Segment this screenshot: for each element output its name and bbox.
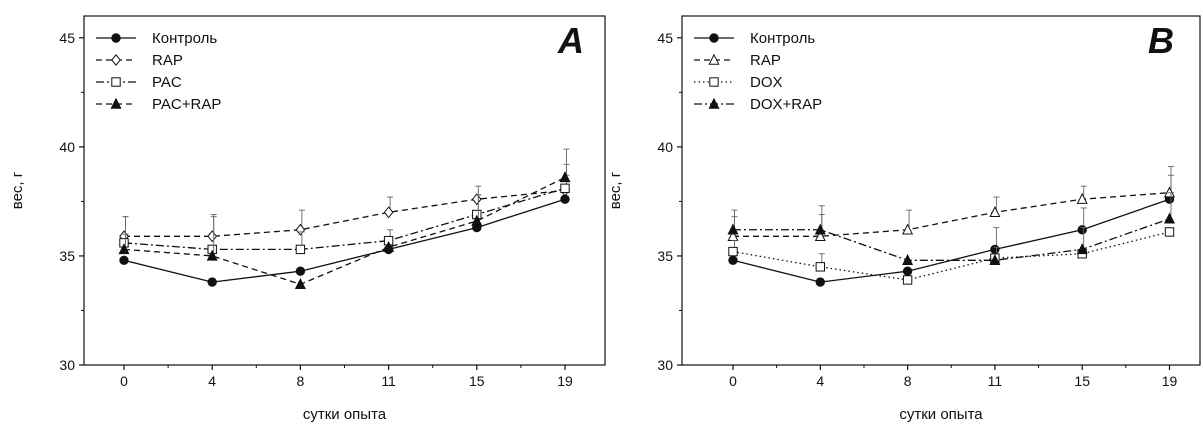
x-tick-label: 4	[208, 373, 216, 389]
legend-marker	[111, 33, 121, 43]
legend-marker	[709, 77, 719, 87]
data-point	[1163, 186, 1176, 198]
series-2	[119, 174, 570, 243]
y-axis-label: вес, г	[9, 171, 26, 209]
data-point	[119, 255, 129, 265]
legend-label: DOX+RAP	[750, 96, 822, 113]
data-point	[559, 171, 571, 183]
data-point	[814, 229, 826, 242]
data-point	[902, 275, 913, 285]
data-point	[383, 240, 395, 252]
legend-marker	[708, 53, 720, 65]
data-point	[383, 206, 394, 219]
x-tick-label: 19	[1162, 373, 1178, 389]
data-point	[1163, 212, 1176, 224]
data-point	[471, 214, 483, 226]
data-point	[295, 266, 306, 276]
series-line	[732, 198, 1170, 283]
series-line	[123, 176, 566, 285]
legend-marker	[709, 33, 719, 43]
x-tick-label: 15	[469, 373, 485, 389]
legend-label: PAC+RAP	[152, 96, 221, 113]
y-tick-label: 35	[657, 248, 673, 264]
legend-label: Контроль	[152, 30, 217, 47]
legend-marker	[708, 97, 720, 109]
series-3	[119, 163, 570, 255]
data-point	[728, 246, 738, 257]
series-line	[733, 192, 1170, 237]
data-point	[814, 223, 826, 235]
data-point	[815, 277, 825, 287]
series-2	[727, 174, 1176, 242]
data-point	[118, 243, 130, 255]
y-tick-label: 30	[657, 357, 673, 373]
x-tick-label: 0	[729, 373, 737, 389]
series-1	[728, 166, 1175, 287]
legend-label: DOX	[750, 74, 783, 91]
y-tick-label: 30	[59, 357, 75, 373]
data-point	[471, 193, 482, 206]
series-line	[123, 187, 566, 251]
legend: Контроль RAP DOX DOX+RAP	[694, 30, 822, 113]
panel-letter: B	[1148, 20, 1174, 61]
series-line	[733, 218, 1170, 261]
legend-marker	[110, 97, 122, 109]
data-point	[990, 244, 1000, 255]
data-point	[206, 249, 218, 261]
y-tick-label: 40	[59, 139, 75, 155]
data-point	[727, 223, 739, 235]
series-line	[732, 231, 1170, 281]
y-axis-label: вес, г	[607, 171, 624, 209]
data-point	[728, 255, 738, 265]
x-tick-label: 0	[120, 373, 128, 389]
series-line	[123, 198, 566, 283]
y-tick-label: 45	[657, 30, 673, 46]
x-tick-label: 8	[297, 373, 305, 389]
data-point	[1164, 227, 1175, 237]
data-point	[1077, 225, 1087, 235]
data-point	[902, 266, 913, 276]
x-tick-label: 15	[1074, 373, 1090, 389]
data-point	[902, 253, 914, 265]
series-4	[118, 148, 571, 289]
series-4	[727, 192, 1176, 265]
x-tick-label: 11	[988, 373, 1003, 389]
x-tick-label: 4	[816, 373, 824, 389]
data-point	[902, 223, 914, 235]
y-tick-label: 40	[657, 139, 673, 155]
data-point	[989, 253, 1001, 265]
legend-marker	[111, 77, 121, 87]
y-tick-label: 35	[59, 248, 75, 264]
data-point	[207, 230, 218, 243]
legend-label: RAP	[152, 52, 183, 69]
x-tick-label: 8	[904, 373, 912, 389]
series-line	[124, 189, 566, 237]
chart-panel-a: 30 35 40 45 0 4 8 11 15 19 сутки опыта вес, г A Контр…	[9, 15, 606, 423]
data-point	[295, 244, 306, 255]
data-point	[207, 277, 217, 287]
data-point	[1076, 192, 1088, 204]
x-axis-label: сутки опыта	[899, 406, 983, 423]
chart-panel-b: 30 35 40 45 0 4 8 11 15 19 сутки опыта вес, г B Контр…	[607, 15, 1201, 423]
panel-letter: A	[557, 20, 584, 61]
legend-label: PAC	[152, 74, 182, 91]
legend: Контроль RAP PAC PAC+RAP	[96, 30, 221, 113]
data-point	[815, 262, 825, 272]
x-tick-label: 19	[557, 373, 573, 389]
x-tick-label: 11	[381, 373, 396, 389]
data-point	[560, 183, 570, 194]
legend-label: RAP	[750, 52, 781, 69]
data-point	[1076, 243, 1088, 255]
x-axis-label: сутки опыта	[303, 406, 387, 423]
legend-label: Контроль	[750, 30, 815, 47]
legend-marker	[111, 54, 121, 66]
data-point	[989, 205, 1001, 218]
y-tick-label: 45	[59, 30, 75, 46]
plot-frame	[681, 15, 1201, 366]
data-point	[294, 277, 306, 289]
data-point	[295, 223, 306, 236]
series-1	[119, 194, 570, 287]
